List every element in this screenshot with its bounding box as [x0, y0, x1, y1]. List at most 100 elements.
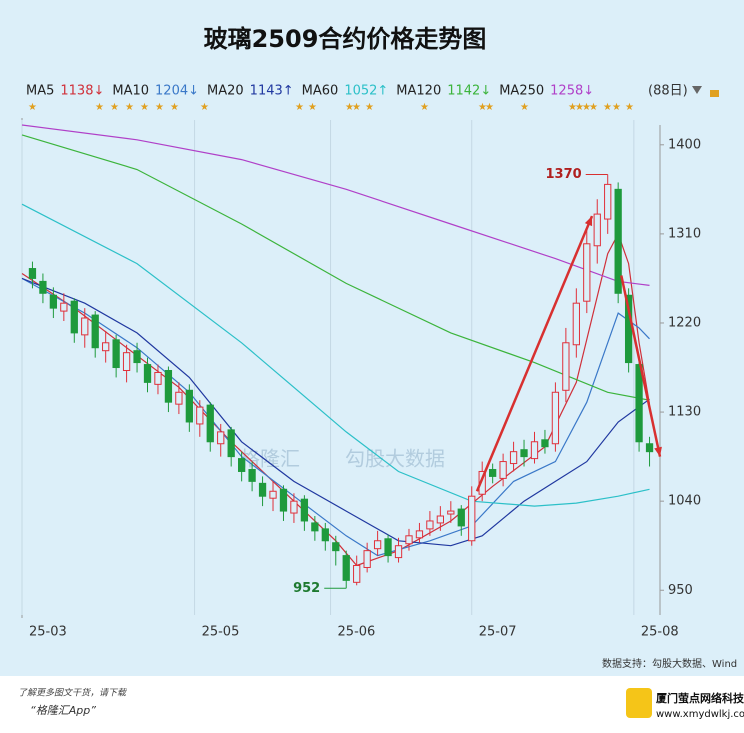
- legend-name: MA5: [26, 84, 54, 99]
- trend-arrow: [620, 275, 662, 457]
- candle-body: [279, 488, 288, 512]
- candle-body: [206, 404, 214, 443]
- star-icon: ★: [170, 102, 179, 113]
- candle-body: [415, 530, 424, 539]
- ma-line: [21, 134, 650, 401]
- star-icon: ★: [345, 102, 354, 113]
- x-tick-label: 25-07: [479, 625, 517, 640]
- candle-body: [426, 520, 434, 530]
- watermark: 格隆汇: [240, 447, 300, 471]
- candle-body: [154, 371, 162, 385]
- legend-name: MA10: [112, 84, 149, 99]
- ma-line: [21, 124, 650, 286]
- candle-body: [321, 528, 329, 542]
- y-tick-label: 950: [668, 583, 693, 598]
- candle-body: [353, 565, 361, 583]
- star-icon: ★: [589, 102, 598, 113]
- candle-body: [164, 369, 173, 403]
- watermark: 勾股大数据: [345, 447, 445, 471]
- x-tick-label: 25-08: [641, 625, 679, 640]
- star-icon: ★: [568, 102, 577, 113]
- candle-body: [384, 538, 392, 557]
- star-icon: ★: [155, 102, 164, 113]
- candle-body: [238, 458, 246, 472]
- dropdown-icon: [692, 86, 702, 94]
- candle-body: [645, 443, 654, 453]
- star-icon: ★: [478, 102, 487, 113]
- candle-body: [332, 542, 340, 552]
- candle-body: [499, 461, 507, 479]
- legend-value: 1142↓: [447, 84, 491, 99]
- candle-body: [60, 302, 68, 312]
- candle-body: [489, 468, 497, 477]
- candle-body: [81, 317, 89, 336]
- star-icon: ★: [200, 102, 209, 113]
- footer-line2: “格隆汇App”: [30, 704, 96, 717]
- star-icon: ★: [365, 102, 374, 113]
- ma-line: [21, 277, 650, 557]
- chart-title: 玻璃2509合约价格走势图: [204, 25, 487, 53]
- candle-body: [39, 280, 47, 294]
- source: 数据支持：勾股大数据、Wind: [602, 657, 737, 670]
- lock-icon: [710, 90, 719, 97]
- candle-body: [541, 439, 549, 448]
- star-icon: ★: [485, 102, 494, 113]
- y-tick-label: 1220: [668, 315, 701, 330]
- ma-line: [21, 203, 650, 507]
- candle-body: [185, 389, 193, 423]
- candle-body: [478, 470, 486, 495]
- star-icon: ★: [603, 102, 612, 113]
- candle-body: [70, 300, 78, 334]
- legend-name: MA60: [302, 84, 339, 99]
- period-label: (88日): [648, 84, 688, 99]
- candle-body: [468, 495, 476, 542]
- legend-value: 1052↑: [344, 84, 388, 99]
- candle-body: [91, 314, 99, 349]
- candle-body: [373, 540, 382, 550]
- legend-name: MA120: [396, 84, 441, 99]
- star-icon: ★: [110, 102, 119, 113]
- candle-body: [143, 364, 152, 383]
- footer-line1: 了解更多图文干货，请下载: [18, 688, 127, 699]
- star-icon: ★: [420, 102, 429, 113]
- candle-body: [290, 500, 298, 514]
- candle-body: [112, 339, 120, 369]
- star-icon: ★: [140, 102, 149, 113]
- candle-body: [436, 515, 444, 524]
- candle-body: [405, 535, 413, 545]
- star-icon: ★: [28, 102, 37, 113]
- star-icon: ★: [582, 102, 591, 113]
- candle-body: [122, 352, 131, 371]
- y-tick-label: 1130: [668, 405, 701, 420]
- star-icon: ★: [308, 102, 317, 113]
- legend-name: MA20: [207, 84, 244, 99]
- annotation: 952: [293, 581, 320, 596]
- candle-body: [300, 498, 309, 522]
- star-icon: ★: [575, 102, 584, 113]
- legend-value: 1204↓: [155, 84, 199, 99]
- candle-body: [248, 468, 256, 482]
- y-tick-label: 1040: [668, 494, 701, 509]
- candle-body: [363, 550, 371, 568]
- candle-body: [49, 294, 58, 309]
- star-icon: ★: [125, 102, 134, 113]
- candle-body: [227, 429, 235, 458]
- arrow-head: [584, 216, 593, 227]
- star-icon: ★: [295, 102, 304, 113]
- candle-body: [593, 213, 601, 247]
- candle-body: [635, 364, 643, 443]
- candle-body: [509, 451, 518, 465]
- candle-body: [258, 482, 267, 497]
- y-tick-label: 1310: [668, 226, 701, 241]
- legend-value: 1143↑: [250, 84, 294, 99]
- candle-body: [342, 555, 350, 581]
- candle-body: [311, 522, 319, 532]
- brand-url: www.xmydwlkj.com: [656, 709, 744, 720]
- footer-bg: [0, 676, 744, 733]
- candle-body: [562, 342, 570, 391]
- candle-body: [217, 431, 225, 445]
- candle-body: [133, 350, 141, 364]
- candle-body: [28, 268, 37, 279]
- candle-body: [457, 508, 465, 527]
